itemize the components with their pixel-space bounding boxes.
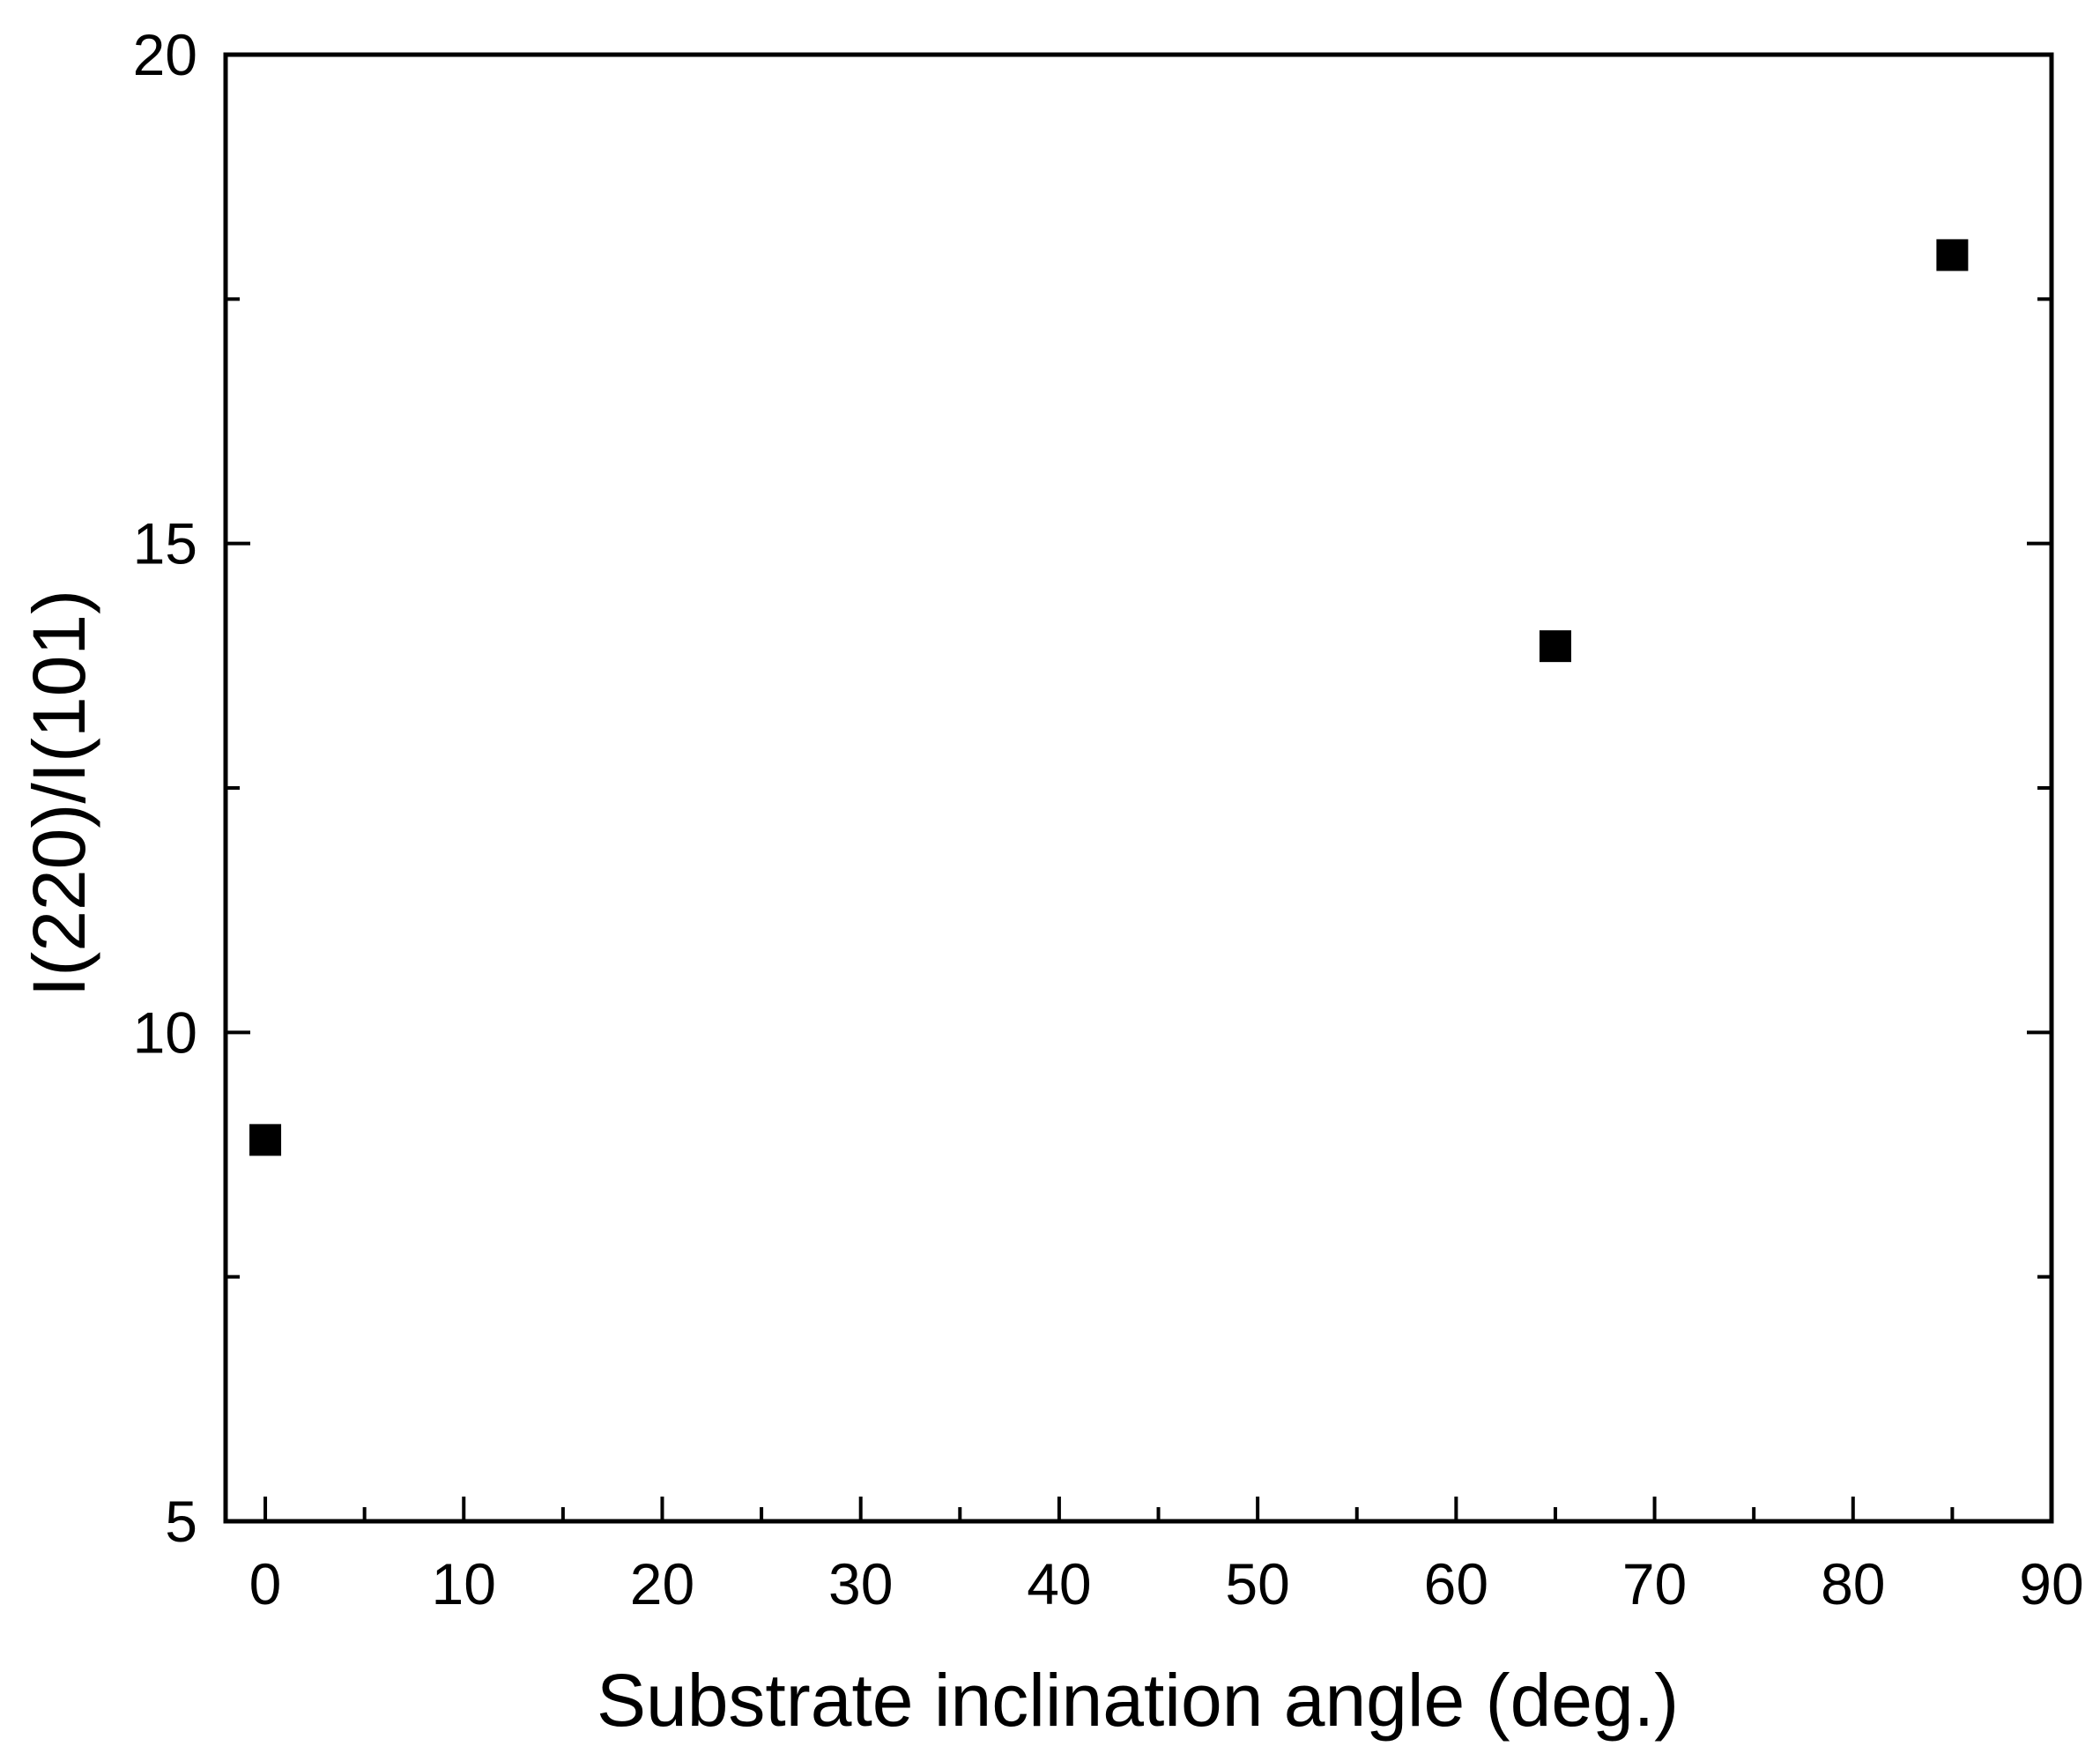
- data-point: [1539, 630, 1571, 663]
- x-tick-label: 60: [1424, 1551, 1488, 1616]
- x-tick-label: 10: [432, 1551, 496, 1616]
- data-point: [1936, 239, 1969, 271]
- y-tick-label: 10: [133, 999, 197, 1065]
- x-tick-label: 70: [1622, 1551, 1687, 1616]
- y-tick-label: 5: [165, 1489, 197, 1554]
- x-tick-label: 40: [1027, 1551, 1091, 1616]
- plot-frame: [223, 52, 2054, 1524]
- data-point: [249, 1124, 282, 1156]
- y-axis-title: I(220)/I(101): [18, 590, 100, 997]
- x-tick-label: 0: [249, 1551, 282, 1616]
- x-tick-label: 50: [1225, 1551, 1289, 1616]
- y-tick-label: 15: [133, 511, 197, 576]
- x-tick-label: 20: [630, 1551, 694, 1616]
- y-tick-label: 20: [133, 22, 197, 87]
- x-tick-label: 80: [1821, 1551, 1885, 1616]
- x-tick-label: 90: [2019, 1551, 2083, 1616]
- x-tick-label: 30: [828, 1551, 893, 1616]
- x-axis-title: Substrate inclination angle (deg.): [597, 1659, 1679, 1742]
